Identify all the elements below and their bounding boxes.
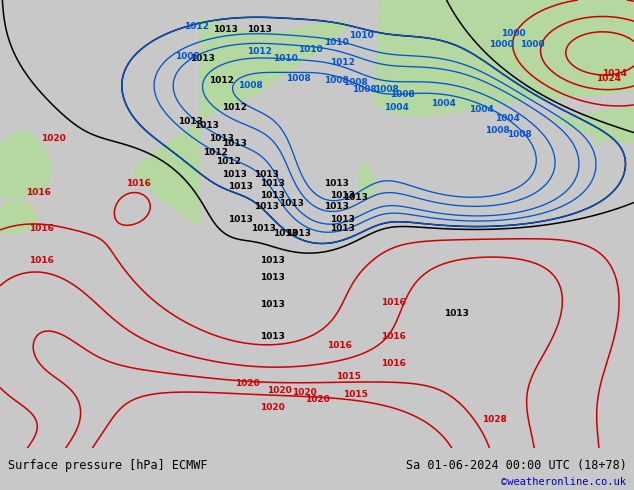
- Text: 1016: 1016: [380, 359, 406, 368]
- Text: 1020: 1020: [266, 386, 292, 394]
- Polygon shape: [134, 18, 349, 226]
- Text: 1008: 1008: [374, 85, 399, 94]
- Text: 1000: 1000: [521, 40, 545, 49]
- Text: 1013: 1013: [273, 229, 298, 238]
- Text: 1013: 1013: [260, 191, 285, 199]
- Text: 1013: 1013: [260, 273, 285, 282]
- Text: 1013: 1013: [190, 54, 216, 63]
- Text: 1013: 1013: [222, 139, 247, 148]
- Text: 1013: 1013: [260, 300, 285, 309]
- Text: Sa 01-06-2024 00:00 UTC (18+78): Sa 01-06-2024 00:00 UTC (18+78): [406, 459, 626, 472]
- Text: 1020: 1020: [304, 394, 330, 404]
- Text: 1013: 1013: [330, 191, 355, 199]
- Text: 1010: 1010: [349, 31, 374, 40]
- Text: 1013: 1013: [444, 309, 469, 318]
- Text: 1008: 1008: [390, 90, 415, 98]
- Text: 1012: 1012: [203, 148, 228, 157]
- Text: 1013: 1013: [228, 182, 254, 191]
- Text: 1020: 1020: [260, 403, 285, 413]
- Text: 1013: 1013: [260, 256, 285, 265]
- Text: 1013: 1013: [209, 134, 235, 144]
- Text: 1013: 1013: [323, 202, 349, 211]
- Text: 1008: 1008: [238, 81, 263, 90]
- Text: 1013: 1013: [193, 121, 219, 130]
- Text: 1016: 1016: [29, 256, 54, 265]
- Text: 1004: 1004: [431, 98, 456, 108]
- Text: 1012: 1012: [222, 103, 247, 112]
- Text: 1016: 1016: [327, 341, 352, 350]
- Text: 1016: 1016: [380, 332, 406, 341]
- Text: 1004: 1004: [469, 105, 495, 114]
- Text: 1012: 1012: [216, 157, 241, 166]
- Text: 1000: 1000: [489, 40, 513, 49]
- Text: Surface pressure [hPa] ECMWF: Surface pressure [hPa] ECMWF: [8, 459, 207, 472]
- Polygon shape: [358, 164, 375, 198]
- Text: ©weatheronline.co.uk: ©weatheronline.co.uk: [501, 477, 626, 487]
- Text: 1013: 1013: [254, 171, 279, 179]
- Text: 1016: 1016: [126, 179, 151, 188]
- Text: 1010: 1010: [323, 38, 349, 47]
- Text: 1008: 1008: [342, 78, 368, 87]
- Text: 1024: 1024: [602, 70, 628, 78]
- Text: 1010: 1010: [298, 45, 323, 54]
- Text: 1000: 1000: [501, 29, 526, 38]
- Text: 1013: 1013: [323, 179, 349, 188]
- Polygon shape: [552, 108, 634, 144]
- Text: 1004: 1004: [495, 114, 520, 123]
- Text: 1016: 1016: [29, 224, 54, 233]
- Text: 1013: 1013: [260, 179, 285, 188]
- Text: 1004: 1004: [384, 103, 409, 112]
- Text: 1008: 1008: [485, 125, 510, 135]
- Text: 1013: 1013: [260, 332, 285, 341]
- Text: 1016: 1016: [380, 298, 406, 307]
- Text: 1012: 1012: [209, 76, 235, 85]
- Text: 1012: 1012: [184, 23, 209, 31]
- Text: 1008: 1008: [507, 130, 533, 139]
- Text: 1008: 1008: [174, 51, 200, 61]
- Text: 1013: 1013: [222, 171, 247, 179]
- Text: 1028: 1028: [482, 415, 507, 424]
- Text: 1013: 1013: [247, 24, 273, 34]
- Text: 1013: 1013: [330, 224, 355, 233]
- Text: 1012: 1012: [330, 58, 355, 67]
- Text: 1013: 1013: [228, 215, 254, 224]
- Text: 1013: 1013: [212, 24, 238, 34]
- Polygon shape: [374, 0, 634, 117]
- Text: 1012: 1012: [247, 47, 273, 56]
- Text: 1013: 1013: [330, 215, 355, 224]
- Text: 1013: 1013: [342, 193, 368, 202]
- Text: 1015: 1015: [342, 390, 368, 399]
- Text: 1008: 1008: [285, 74, 311, 83]
- Polygon shape: [0, 199, 38, 233]
- Polygon shape: [594, 139, 601, 145]
- Text: 1020: 1020: [41, 134, 67, 144]
- Text: 1016: 1016: [25, 188, 51, 197]
- Text: 1013: 1013: [250, 224, 276, 233]
- Polygon shape: [0, 130, 51, 197]
- Text: 1010: 1010: [273, 54, 298, 63]
- Text: 1008: 1008: [352, 85, 377, 94]
- Text: 1024: 1024: [596, 74, 621, 83]
- Text: 1013: 1013: [254, 202, 279, 211]
- Text: 1013: 1013: [285, 229, 311, 238]
- Text: 1020: 1020: [235, 379, 260, 388]
- Text: 1013: 1013: [178, 117, 203, 125]
- Text: 1008: 1008: [323, 76, 349, 85]
- Text: 1020: 1020: [292, 388, 317, 397]
- Text: 1015: 1015: [336, 372, 361, 381]
- Text: 1013: 1013: [279, 199, 304, 209]
